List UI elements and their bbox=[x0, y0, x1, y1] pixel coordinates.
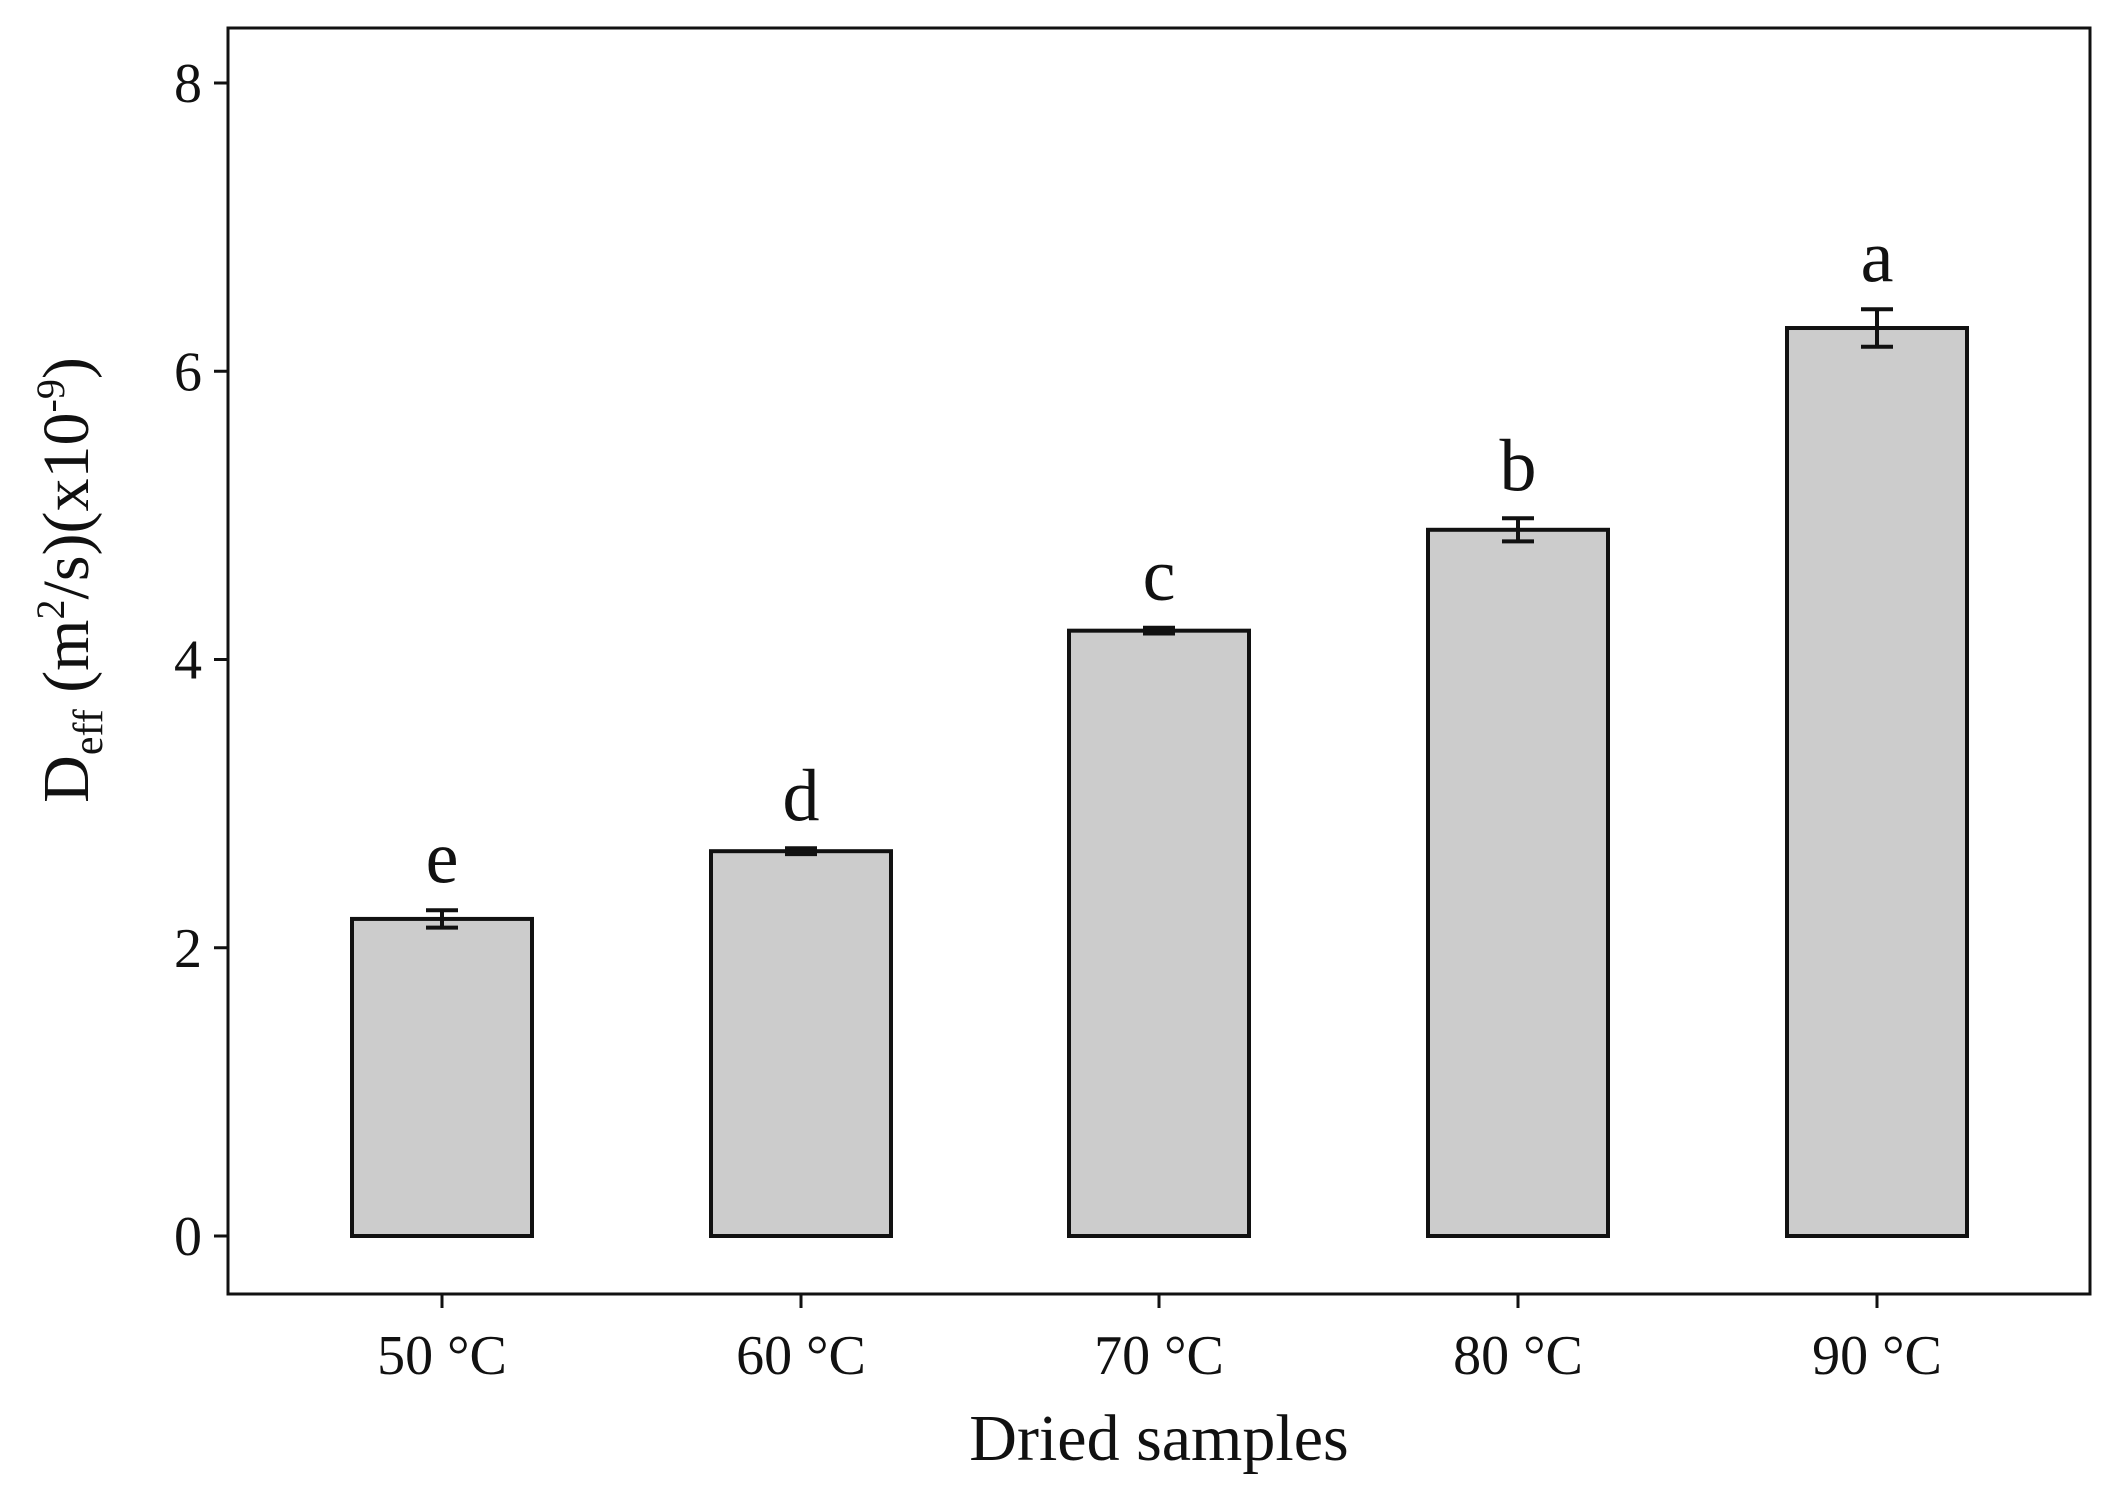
bar bbox=[1067, 628, 1251, 1238]
y-tick-label: 6 bbox=[174, 341, 202, 403]
y-tick-label: 0 bbox=[174, 1206, 202, 1268]
significance-letter: a bbox=[1861, 216, 1894, 298]
x-axis: 50 °C 60 °C 70 °C 80 °C 90 °C bbox=[377, 1294, 1942, 1387]
significance-letter: d bbox=[783, 755, 820, 837]
x-tick-label: 70 °C bbox=[1094, 1325, 1224, 1387]
y-axis-title: Deff (m2/s)(x10-9) bbox=[28, 357, 112, 803]
bar bbox=[709, 849, 893, 1239]
y-axis-title-unit-mid: /s)(x10 bbox=[30, 412, 103, 599]
bar-series bbox=[350, 326, 1969, 1239]
bar bbox=[350, 916, 534, 1238]
significance-letter: c bbox=[1143, 535, 1176, 617]
y-tick-label: 4 bbox=[174, 630, 202, 692]
y-tick-label: 8 bbox=[174, 53, 202, 115]
significance-letters: e d c b a bbox=[426, 216, 1894, 899]
bar bbox=[1426, 527, 1610, 1238]
bar bbox=[1785, 326, 1969, 1238]
y-axis-title-main: D bbox=[30, 755, 103, 803]
x-tick-label: 60 °C bbox=[736, 1325, 866, 1387]
significance-letter: e bbox=[426, 817, 459, 899]
y-axis-title-unit-open: (m bbox=[30, 619, 103, 709]
x-axis-title: Dried samples bbox=[969, 1402, 1348, 1475]
y-axis: 0 2 4 6 8 bbox=[174, 53, 228, 1268]
x-tick-label: 80 °C bbox=[1453, 1325, 1583, 1387]
y-axis-title-subscript: eff bbox=[66, 709, 112, 755]
significance-letter: b bbox=[1500, 425, 1537, 507]
y-axis-title-superscript: 2 bbox=[28, 599, 73, 619]
y-axis-title-superscript-2: -9 bbox=[28, 379, 73, 412]
y-tick-label: 2 bbox=[174, 918, 202, 980]
x-tick-label: 50 °C bbox=[377, 1325, 507, 1387]
error-bars bbox=[426, 307, 1893, 930]
y-axis-title-unit-close: ) bbox=[30, 357, 103, 379]
x-tick-label: 90 °C bbox=[1812, 1325, 1942, 1387]
